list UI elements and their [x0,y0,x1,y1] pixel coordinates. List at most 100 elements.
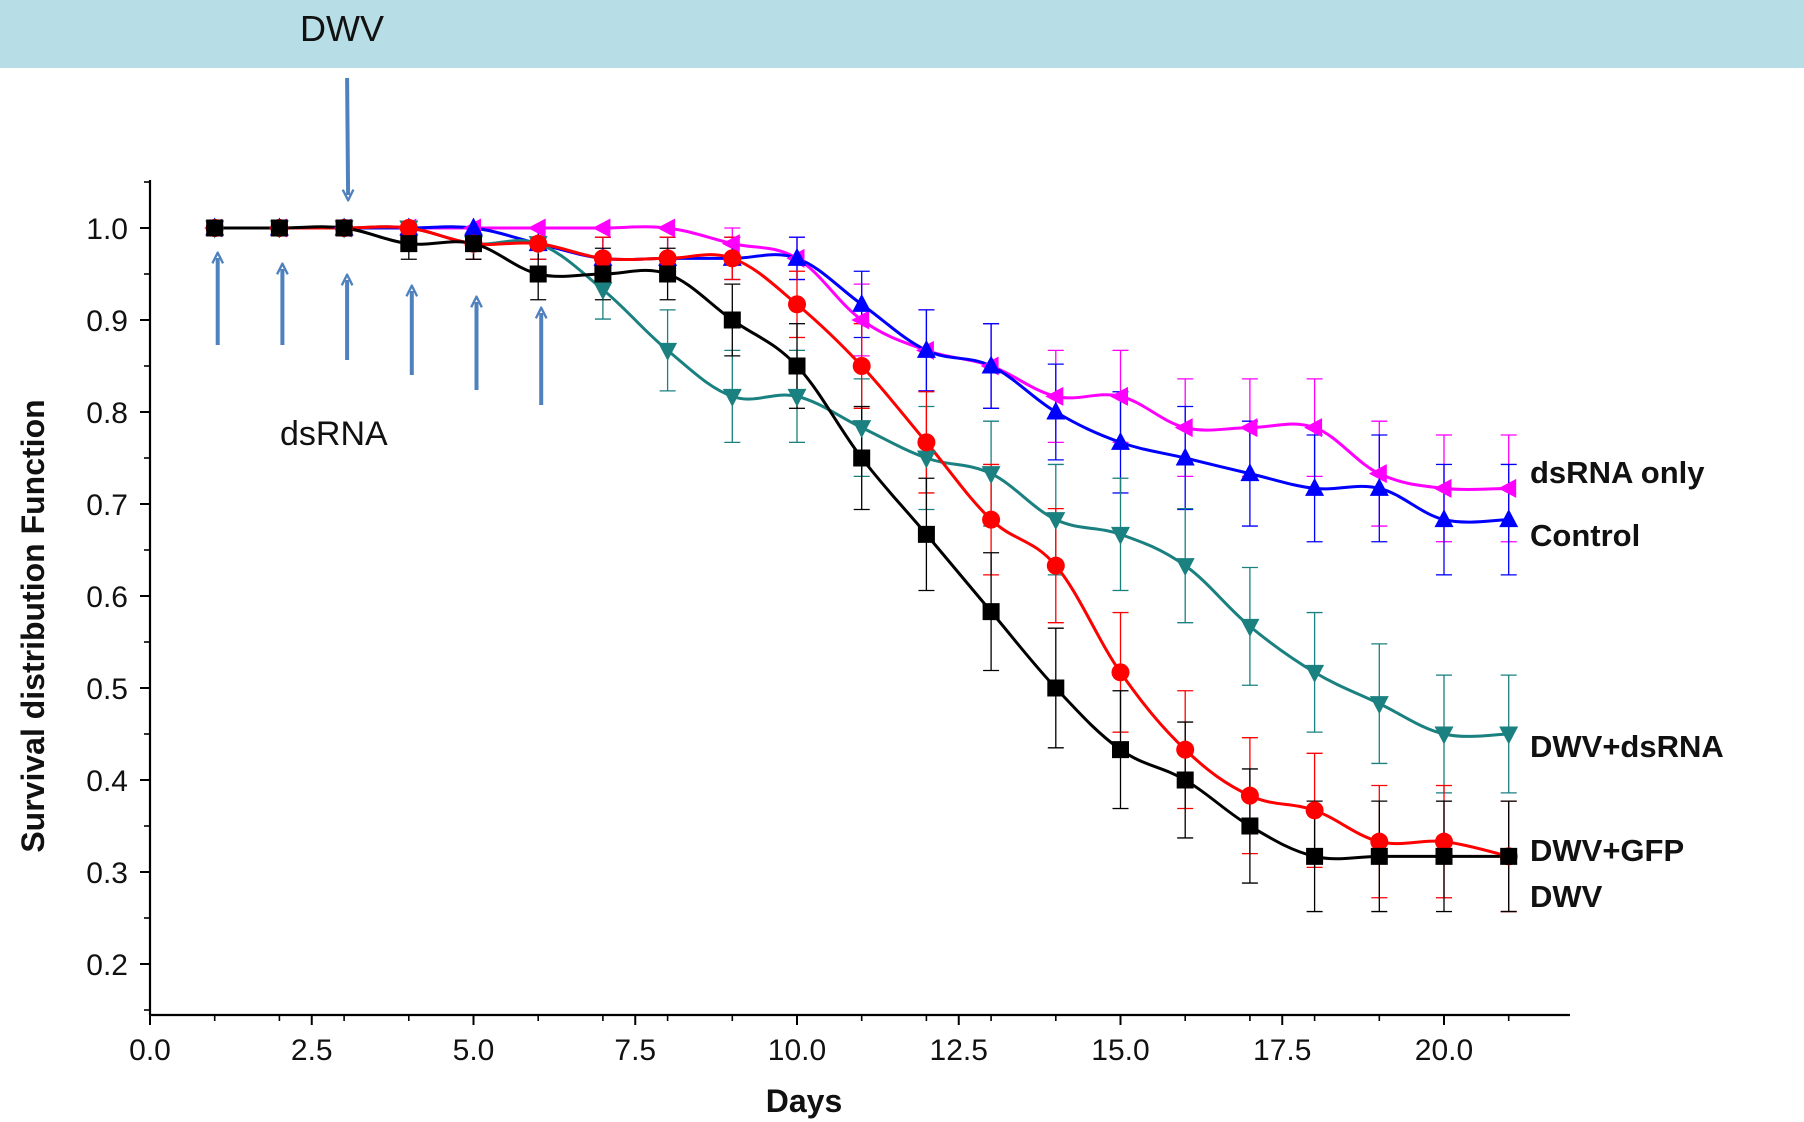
data-point-dwv [659,265,677,283]
series-markers [204,217,1519,866]
y-tick-label: 0.8 [86,397,128,430]
data-point-control [464,217,483,236]
data-point-dwv-dsrna [1175,558,1195,577]
data-point-control [1305,477,1325,496]
data-point-dwv-dsrna [981,466,1001,485]
x-tick-label: 7.5 [614,1034,656,1067]
data-point-dwv [1112,741,1129,759]
data-point-dwv-gfp [1240,786,1259,805]
series-label-dwv-dsrna: DWV+dsRNA [1530,729,1724,764]
data-point-dwv [1306,847,1324,865]
x-tick-label: 0.0 [129,1034,171,1067]
series-label-control: Control [1530,518,1640,553]
data-point-dwv-gfp [917,433,936,452]
y-tick-label: 1.0 [86,213,128,246]
data-point-control [852,293,872,312]
data-point-control [981,355,1001,374]
data-point-dwv [270,219,288,237]
data-point-dwv-gfp [1176,740,1195,759]
data-point-dwv-gfp [852,357,871,375]
data-point-dwv-gfp [529,234,548,253]
data-point-dwv [594,265,612,283]
data-point-dsrna-only [1045,386,1064,406]
data-point-dwv-gfp [1111,663,1130,682]
y-tick-label: 0.5 [86,673,128,706]
data-point-dwv [1435,847,1453,865]
series-label-dsrna-only: dsRNA only [1530,455,1705,490]
data-point-dwv [335,219,353,237]
series-label-dwv-gfp: DWV+GFP [1530,833,1684,868]
x-tick-label: 2.5 [291,1034,333,1067]
y-tick-label: 0.3 [86,857,128,890]
data-point-control [1046,401,1066,420]
y-tick-label: 0.7 [86,489,128,522]
data-point-dwv-dsrna [658,342,678,361]
y-tick-label: 0.2 [86,949,128,982]
title-banner: DWV [0,0,1804,68]
data-point-dwv [465,235,482,253]
data-point-dsrna-only [721,234,740,254]
data-point-dwv-dsrna [852,420,872,439]
data-point-dsrna-only [1433,478,1452,498]
x-axis-title: Days [766,1083,843,1119]
data-point-dsrna-only [657,218,676,238]
data-point-control [916,339,936,358]
data-point-dwv [982,603,1000,621]
data-point-dwv [917,525,935,543]
y-axis-title: Survival distribution Function [15,399,51,852]
data-point-control [1111,431,1130,450]
data-point-control [1499,509,1519,528]
treatment-arrows [218,77,542,405]
y-tick-label: 0.4 [86,765,128,798]
data-point-dwv-gfp [788,295,806,314]
x-tick-label: 10.0 [768,1034,826,1067]
data-point-dwv-gfp [982,510,1001,529]
data-point-dsrna-only [1110,386,1128,406]
data-point-dwv [1176,771,1194,789]
data-point-dwv-dsrna [1046,512,1066,531]
data-point-dwv-gfp [1046,556,1065,575]
series-line-dwv-gfp [214,225,1510,858]
x-tick-label: 12.5 [930,1034,988,1067]
data-point-dwv [529,265,547,283]
data-point-dwv-gfp [399,219,418,237]
data-point-dwv-dsrna [787,388,807,407]
data-point-dwv-gfp [1305,801,1324,820]
y-tick-label: 0.6 [86,581,128,614]
data-point-dwv [206,219,224,237]
error-bars [400,227,1517,913]
data-point-dwv [1241,817,1259,835]
data-point-dwv-dsrna [1111,526,1130,545]
dsrna-annotation: dsRNA [280,415,388,453]
data-point-dwv-gfp [1370,832,1389,851]
data-point-dwv-dsrna [1434,726,1454,745]
data-point-dsrna-only [592,218,611,238]
data-point-dwv-gfp [658,249,677,268]
data-point-dwv [788,357,806,375]
data-point-dwv [853,449,871,467]
x-tick-label: 5.0 [453,1034,495,1067]
data-point-dsrna-only [1304,418,1323,438]
data-point-control [1240,463,1260,482]
data-point-dsrna-only [851,310,870,330]
data-point-dwv-dsrna [1369,696,1389,715]
data-point-control [1434,509,1454,528]
data-point-dwv [400,235,418,253]
dwv-arrow [347,77,348,195]
chart-axes: 0.2 0.3 0.4 0.5 0.6 0.7 0.8 0.9 1.0 0.0 2.5 5.0 7.5 1… [15,180,1570,1119]
x-tick-label: 17.5 [1253,1034,1311,1067]
data-point-dwv-dsrna [593,282,613,301]
data-point-dsrna-only [527,218,546,238]
data-point-dwv-dsrna [916,450,936,469]
data-point-dwv [723,311,741,329]
data-point-dsrna-only [1498,478,1517,498]
data-point-dwv-dsrna [1305,664,1325,683]
banner-dwv-label: DWV [300,8,384,49]
data-point-control [1175,447,1195,466]
data-point-dwv [1500,847,1518,865]
series-label-dwv: DWV [1530,879,1603,914]
data-point-dwv [1047,679,1065,697]
data-point-control [787,247,807,266]
data-point-dsrna-only [1174,418,1193,438]
